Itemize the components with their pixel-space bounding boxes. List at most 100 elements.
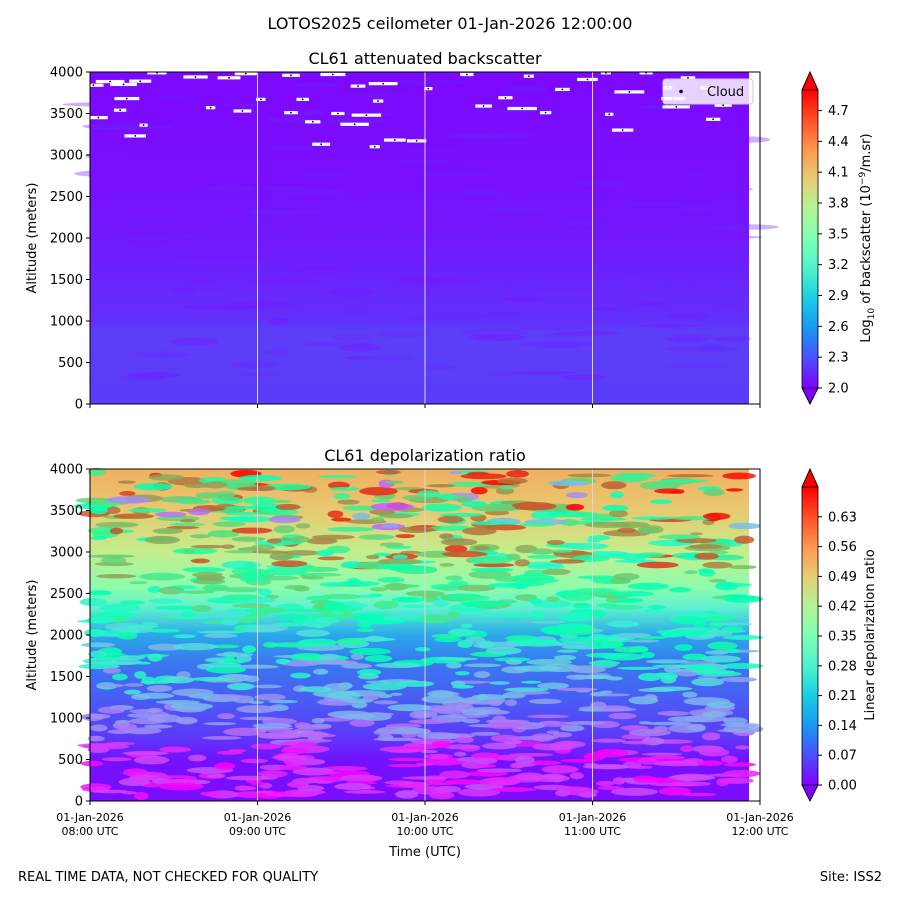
figure-title: LOTOS2025 ceilometer 01-Jan-2026 12:00:0… [267, 14, 633, 33]
y-tick-label: 0 [75, 795, 83, 810]
cloud-point [521, 107, 524, 110]
cloud-point [119, 109, 122, 112]
y-tick-label: 4000 [50, 463, 83, 478]
cloud-point [628, 91, 631, 93]
quality-disclaimer: REAL TIME DATA, NOT CHECKED FOR QUALITY [18, 870, 319, 885]
bottom-time-gridlines [257, 469, 593, 801]
colorbar-tick-label: 3.5 [828, 227, 849, 242]
cloud-point [544, 111, 547, 114]
cloud-point [561, 88, 564, 91]
x-tick-date: 01-Jan-2026 [56, 811, 124, 824]
cloud-point [527, 75, 530, 78]
cloud-point [586, 78, 589, 81]
y-tick-label: 3000 [50, 546, 83, 561]
cloud-point [320, 143, 323, 146]
cloud-point [331, 73, 334, 76]
x-tick-time: 10:00 UTC [396, 825, 453, 838]
bottom-colorbar-gradient [802, 487, 818, 785]
x-tick-time: 12:00 UTC [731, 825, 788, 838]
y-tick-label: 0 [75, 398, 83, 413]
colorbar-tick-label: 3.8 [828, 197, 849, 212]
x-tick-date: 01-Jan-2026 [726, 811, 794, 824]
cloud-point [357, 85, 359, 88]
cloud-point [301, 98, 304, 101]
cloud-point [353, 123, 356, 126]
cloud-point [259, 98, 262, 101]
bottom-y-axis-label: Altitude (meters) [25, 580, 40, 691]
bottom-panel-title: CL61 depolarization ratio [324, 446, 526, 465]
cloud-point [244, 72, 247, 75]
top-y-axis-label: Altitude (meters) [25, 183, 40, 294]
cloud-point [290, 74, 292, 77]
cloud-point [712, 118, 714, 121]
colorbar-tick-label: 4.4 [828, 135, 849, 150]
cloud-point [209, 106, 212, 109]
y-tick-label: 500 [58, 356, 83, 371]
cloud-point [504, 96, 507, 99]
top-legend[interactable]: Cloud [662, 78, 754, 105]
y-tick-label: 1500 [50, 273, 83, 288]
bottom-colorbar-extend-min [801, 784, 819, 802]
cloud-point [228, 76, 230, 79]
cloud-point [365, 114, 368, 117]
x-tick-date: 01-Jan-2026 [559, 811, 627, 824]
cloud-point [675, 105, 678, 108]
cloud-point [139, 80, 142, 83]
colorbar-tick-label: 3.2 [828, 258, 849, 273]
cloud-point [608, 113, 611, 116]
y-tick-label: 2000 [50, 629, 83, 644]
cloud-point [290, 111, 292, 114]
cloud-point [687, 76, 689, 79]
bottom-x-axis-label: Time (UTC) [388, 845, 461, 860]
y-tick-label: 2500 [50, 587, 83, 602]
colorbar-tick-label: 0.56 [828, 540, 857, 555]
colorbar-tick-label: 2.3 [828, 351, 849, 366]
colorbar-tick-label: 0.42 [828, 600, 857, 615]
cloud-point [373, 145, 376, 148]
y-tick-label: 1000 [50, 315, 83, 330]
top-backscatter-texture [62, 78, 779, 382]
bottom-colorbar: 0.00 0.07 0.14 0.21 0.28 0.35 0.42 0.49 0.56 0.63… [801, 468, 878, 802]
cloud-point [377, 100, 379, 102]
cloud-point [621, 129, 624, 132]
colorbar-tick-label: 0.35 [828, 630, 857, 645]
top-backscatter-field [90, 72, 749, 404]
top-y-axis: 0 500 1000 1500 2000 2500 3000 3500 4000 [50, 66, 90, 413]
colorbar-tick-label: 0.21 [828, 689, 857, 704]
bottom-colorbar-extend-max [801, 468, 819, 488]
top-colorbar-extend-min [801, 387, 819, 405]
top-panel-title: CL61 attenuated backscatter [308, 49, 542, 68]
y-tick-label: 3500 [50, 504, 83, 519]
x-tick-time: 11:00 UTC [564, 825, 621, 838]
top-colorbar-extend-max [801, 71, 819, 91]
legend-cloud-label: Cloud [707, 85, 744, 100]
x-tick-date: 01-Jan-2026 [224, 811, 292, 824]
top-time-gridlines [257, 72, 593, 404]
cloud-point [427, 87, 430, 90]
cloud-point [92, 84, 95, 87]
y-tick-label: 3500 [50, 107, 83, 122]
top-colorbar-gradient [802, 90, 818, 388]
y-tick-label: 2500 [50, 190, 83, 205]
cloud-point [722, 104, 725, 107]
colorbar-tick-label: 0.14 [828, 719, 857, 734]
x-tick-time: 09:00 UTC [229, 825, 286, 838]
y-tick-label: 2000 [50, 232, 83, 247]
y-tick-label: 500 [58, 753, 83, 768]
bottom-y-axis: 0 500 1000 1500 2000 2500 3000 3500 4000 [50, 463, 90, 810]
cloud-point [415, 139, 418, 142]
cloud-point [393, 139, 396, 141]
top-colorbar-label: Log10 of backscatter (10−9/m.sr) [858, 133, 877, 342]
x-tick-date: 01-Jan-2026 [391, 811, 459, 824]
colorbar-tick-label: 0.00 [828, 779, 857, 794]
legend-cloud-marker [679, 89, 683, 94]
y-tick-label: 1000 [50, 712, 83, 727]
colorbar-tick-label: 0.49 [828, 570, 857, 585]
colorbar-tick-label: 2.6 [828, 320, 849, 335]
colorbar-tick-label: 4.7 [828, 104, 849, 119]
cloud-point [142, 124, 145, 127]
colorbar-tick-label: 0.63 [828, 510, 857, 525]
cloud-point [465, 73, 468, 76]
